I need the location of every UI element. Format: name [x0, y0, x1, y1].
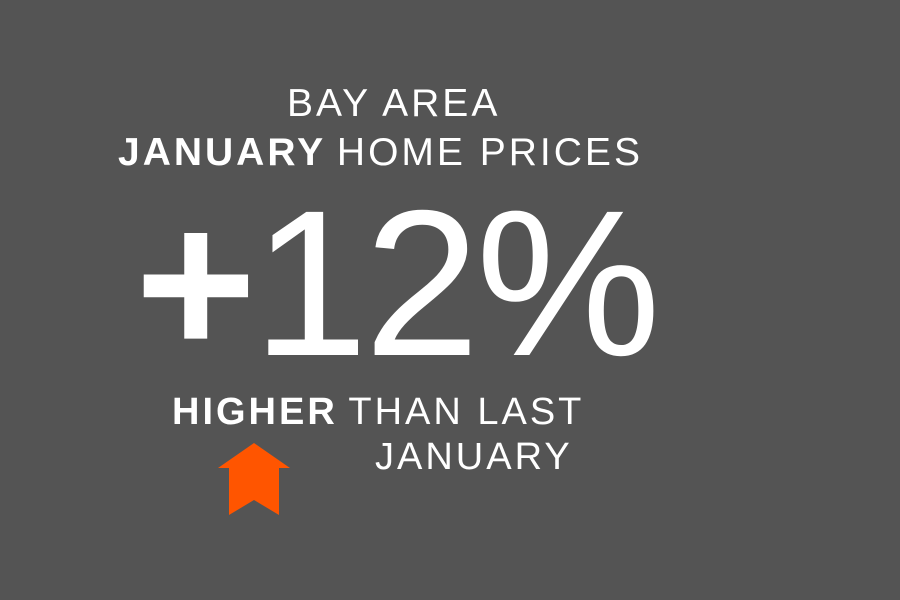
percent-change: +12% [135, 180, 661, 388]
caption-line2: JANUARY [375, 436, 573, 478]
headline-month: JANUARY [118, 131, 327, 174]
percent-sign: + [135, 168, 256, 400]
up-arrow-icon [218, 443, 290, 515]
headline-line1: BAY AREA [287, 82, 501, 125]
headline-line2: JANUARY HOME PRICES [118, 133, 643, 172]
headline-subject: HOME PRICES [336, 131, 643, 174]
caption-text: THAN LAST [348, 391, 585, 433]
percent-value: 12% [252, 168, 660, 400]
caption-line1: HIGHER THAN LAST [172, 393, 584, 431]
caption-direction: HIGHER [172, 391, 338, 433]
